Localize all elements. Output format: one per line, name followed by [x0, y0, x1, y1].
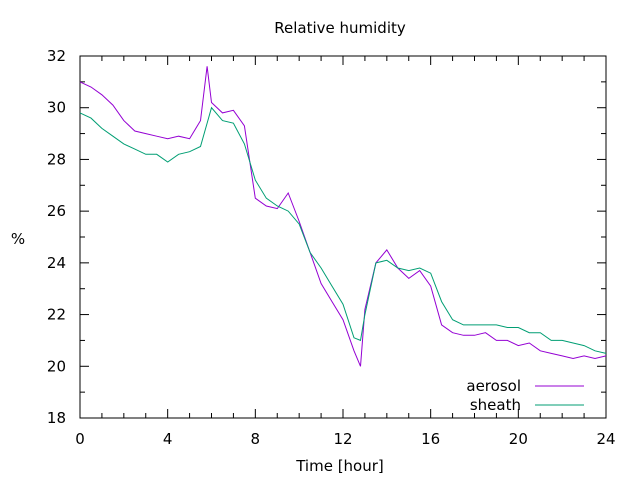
y-tick-label: 22 — [47, 306, 66, 324]
axis-ticks: 0 4 8 12 16 20 24 18 20 22 24 26 28 30 32 — [47, 47, 616, 448]
x-tick-label: 8 — [251, 430, 261, 448]
series-line-sheath — [79, 106, 607, 354]
x-tick-label: 4 — [163, 430, 173, 448]
x-tick-label: 0 — [75, 430, 85, 448]
legend-label-aerosol: aerosol — [466, 377, 521, 395]
y-tick-label: 18 — [47, 409, 66, 427]
y-tick-label: 24 — [47, 254, 66, 272]
x-axis-label: Time [hour] — [295, 457, 384, 475]
x-tick-label: 24 — [596, 430, 615, 448]
legend-label-sheath: sheath — [470, 396, 521, 414]
x-tick-label: 12 — [333, 430, 352, 448]
series-layer — [79, 66, 607, 367]
legend: aerosol sheath — [466, 377, 584, 414]
x-tick-label: 16 — [421, 430, 440, 448]
y-tick-label: 26 — [47, 202, 66, 220]
series-line-aerosol — [79, 66, 607, 367]
y-axis-label: % — [11, 230, 25, 248]
chart-title: Relative humidity — [274, 19, 406, 37]
y-tick-label: 32 — [47, 47, 66, 65]
y-tick-label: 28 — [47, 150, 66, 168]
y-tick-label: 20 — [47, 357, 66, 375]
x-tick-label: 20 — [509, 430, 528, 448]
y-tick-label: 30 — [47, 99, 66, 117]
plot-frame — [79, 55, 607, 419]
